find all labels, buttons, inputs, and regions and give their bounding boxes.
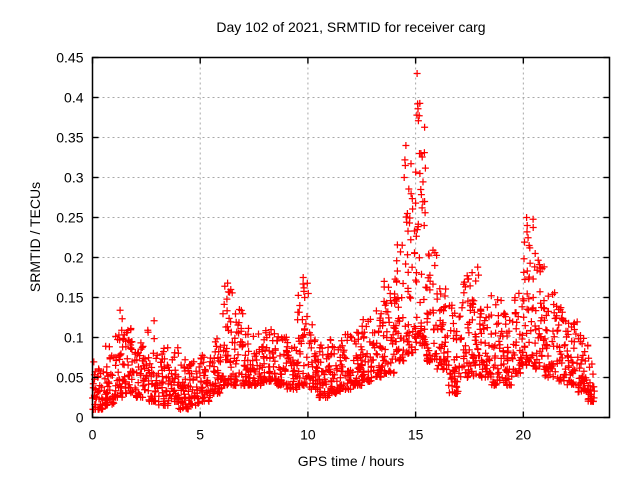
chart-title: Day 102 of 2021, SRMTID for receiver car… bbox=[216, 19, 486, 35]
tick-labels: 0 5 10 15 20 0 0.05 0.1 0.15 0.2 0.25 0.3 0.35 0.4 0.4… bbox=[56, 50, 531, 443]
y-tick-label: 0.3 bbox=[64, 170, 84, 186]
y-tick-label: 0.1 bbox=[64, 330, 84, 346]
scatter-points bbox=[89, 70, 598, 413]
x-tick-label: 5 bbox=[196, 427, 204, 443]
y-tick-label: 0.45 bbox=[56, 50, 83, 66]
y-tick-label: 0.05 bbox=[56, 370, 83, 386]
y-tick-label: 0.4 bbox=[64, 90, 84, 106]
x-axis-title: GPS time / hours bbox=[297, 453, 405, 469]
y-tick-label: 0.15 bbox=[56, 290, 83, 306]
y-tick-label: 0.35 bbox=[56, 130, 83, 146]
x-tick-label: 10 bbox=[300, 427, 316, 443]
y-tick-label: 0.2 bbox=[64, 250, 84, 266]
y-tick-label: 0 bbox=[76, 410, 84, 426]
x-tick-label: 20 bbox=[516, 427, 532, 443]
y-tick-label: 0.25 bbox=[56, 210, 83, 226]
x-tick-label: 0 bbox=[89, 427, 97, 443]
x-tick-label: 15 bbox=[408, 427, 424, 443]
plot-border bbox=[91, 56, 611, 419]
